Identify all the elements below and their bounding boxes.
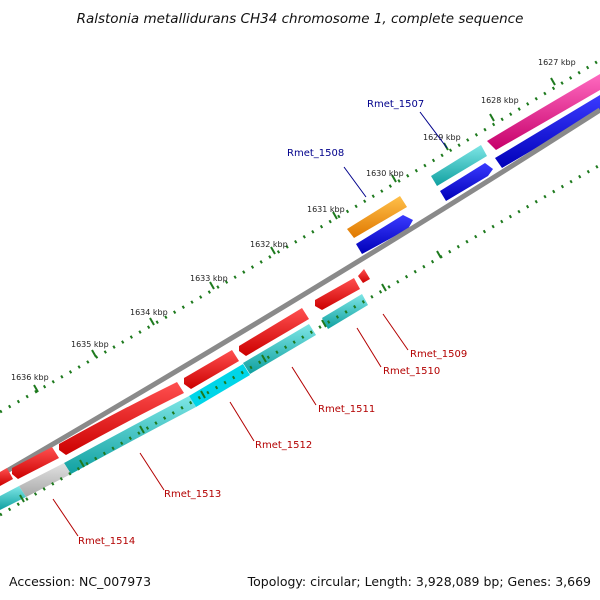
gene-feature-cyan[interactable] bbox=[431, 145, 487, 186]
ruler-major-ticks bbox=[33, 77, 556, 393]
leader-line bbox=[291, 366, 317, 406]
kbp-tick-label: 1630 kbp bbox=[366, 169, 404, 178]
gene-label[interactable]: Rmet_1510 bbox=[383, 366, 440, 377]
leader-line bbox=[382, 313, 409, 351]
kbp-tick-label: 1633 kbp bbox=[190, 274, 228, 283]
gene-feature-blue[interactable] bbox=[495, 95, 600, 168]
leader-line bbox=[229, 401, 255, 442]
gene-feature-red[interactable] bbox=[59, 382, 184, 455]
reverse-strand-genes bbox=[0, 269, 370, 510]
gene-label[interactable]: Rmet_1509 bbox=[410, 349, 467, 360]
leader-line bbox=[356, 327, 382, 368]
gene-feature-red[interactable] bbox=[12, 447, 59, 479]
kbp-tick-label: 1631 kbp bbox=[307, 205, 345, 214]
kbp-tick-label: 1629 kbp bbox=[423, 133, 461, 142]
gene-feature-blue[interactable] bbox=[440, 163, 493, 201]
gene-label[interactable]: Rmet_1511 bbox=[318, 404, 375, 415]
forward-strand-genes bbox=[347, 74, 600, 254]
map-title: Ralstonia metallidurans CH34 chromosome … bbox=[77, 11, 524, 27]
leader-line bbox=[139, 452, 165, 491]
leader-lines bbox=[52, 111, 448, 537]
gene-feature-cyan[interactable] bbox=[243, 324, 316, 374]
gene-feature-orange[interactable] bbox=[347, 196, 407, 238]
leader-line bbox=[52, 498, 79, 537]
gene-feature-red[interactable] bbox=[0, 468, 13, 486]
gene-label[interactable]: Rmet_1514 bbox=[78, 536, 135, 547]
gene-feature-magenta[interactable] bbox=[487, 74, 600, 150]
leader-line bbox=[419, 111, 448, 149]
kbp-tick-label: 1636 kbp bbox=[11, 373, 49, 382]
gene-feature-red[interactable] bbox=[315, 278, 360, 310]
kbp-tick-label: 1634 kbp bbox=[130, 308, 168, 317]
gene-feature-cyan[interactable] bbox=[0, 486, 26, 510]
gene-label[interactable]: Rmet_1507 bbox=[367, 99, 424, 110]
gene-label[interactable]: Rmet_1508 bbox=[287, 148, 344, 159]
gene-feature-cyan[interactable] bbox=[64, 396, 196, 474]
gene-feature-red[interactable] bbox=[358, 269, 370, 283]
gene-label[interactable]: Rmet_1512 bbox=[255, 440, 312, 451]
kbp-tick-label: 1628 kbp bbox=[481, 96, 519, 105]
kbp-tick-label: 1635 kbp bbox=[71, 340, 109, 349]
inner-major-ticks bbox=[19, 250, 442, 503]
kbp-tick-label: 1632 kbp bbox=[250, 240, 288, 249]
chromosome-backbone bbox=[0, 107, 600, 478]
ruler-minor-ticks bbox=[0, 58, 600, 414]
gene-feature-gray[interactable] bbox=[19, 463, 71, 497]
gene-feature-blue[interactable] bbox=[356, 215, 413, 254]
topology-summary: Topology: circular; Length: 3,928,089 bp… bbox=[247, 574, 591, 589]
leader-line bbox=[343, 166, 367, 198]
ruler-track: 1627 kbp 1628 kbp 1629 kbp 1630 kbp 1631… bbox=[0, 58, 600, 414]
gene-feature-red[interactable] bbox=[184, 350, 239, 389]
gene-feature-red[interactable] bbox=[239, 308, 309, 356]
inner-ruler-track bbox=[0, 163, 600, 517]
accession-label: Accession: NC_007973 bbox=[9, 574, 151, 589]
kbp-tick-label: 1627 kbp bbox=[538, 58, 576, 67]
gene-label[interactable]: Rmet_1513 bbox=[164, 489, 221, 500]
